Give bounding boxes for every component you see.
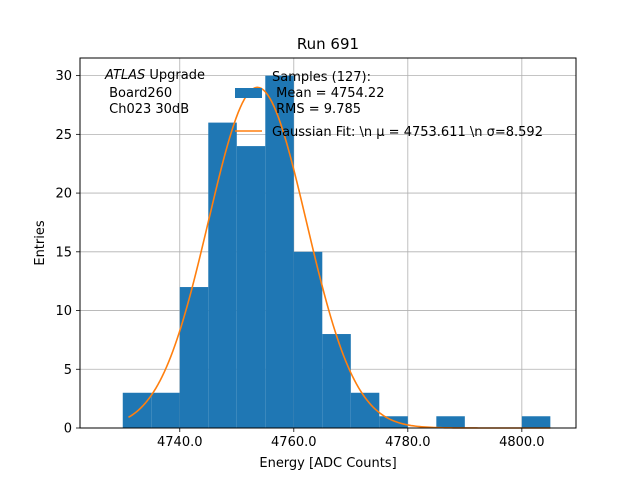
histogram-bar [293,251,323,428]
histogram-bars [122,75,551,428]
legend-histogram-line-3: RMS = 9.785 [272,102,361,117]
plot-frame [79,57,577,429]
chart-title: Run 691 [297,35,359,53]
histogram-bar [151,392,180,428]
histogram-bar [265,75,294,428]
histogram-bar [236,146,266,428]
y-tick-label: 30 [55,69,72,84]
legend-fit-label: Gaussian Fit: \n μ = 4753.611 \n σ=8.592 [272,125,543,140]
annotation-atlas-word: ATLAS [104,68,145,83]
histogram-bar [521,416,551,428]
x-tick-label: 4780.0 [385,435,431,450]
y-tick-label: 20 [55,187,72,202]
histogram-bar [379,416,408,428]
annotation-line-2: Board260 [105,86,172,101]
y-tick-label: 0 [64,422,72,437]
histogram-bar [179,287,209,428]
legend-histogram-line-1: Samples (127): [272,70,371,85]
x-axis-label: Energy [ADC Counts] [259,456,396,471]
legend-histogram-line-2: Mean = 4754.22 [272,86,384,101]
legend-histogram-swatch [235,88,262,98]
annotation-line-1: ATLAS Upgrade [104,68,205,83]
x-ticks: 4740.0 4760.0 4780.0 4800.0 [157,428,545,450]
y-tick-label: 10 [55,304,72,319]
y-tick-label: 25 [55,128,72,143]
legend: Samples (127): Mean = 4754.22 RMS = 9.78… [235,70,543,140]
y-axis-label: Entries [33,220,48,266]
x-tick-label: 4800.0 [499,435,545,450]
histogram-bar [436,416,465,428]
y-tick-label: 5 [64,363,72,378]
x-tick-label: 4760.0 [271,435,317,450]
atlas-annotation: ATLAS Upgrade Board260 Ch023 30dB [104,68,205,117]
y-ticks: 0 5 10 15 20 25 30 [55,69,80,437]
annotation-line-3: Ch023 30dB [105,102,189,117]
histogram-bar [208,122,237,428]
y-tick-label: 15 [55,245,72,260]
histogram-bar [322,334,351,428]
annotation-upgrade-word: Upgrade [145,68,205,83]
x-tick-label: 4740.0 [157,435,203,450]
